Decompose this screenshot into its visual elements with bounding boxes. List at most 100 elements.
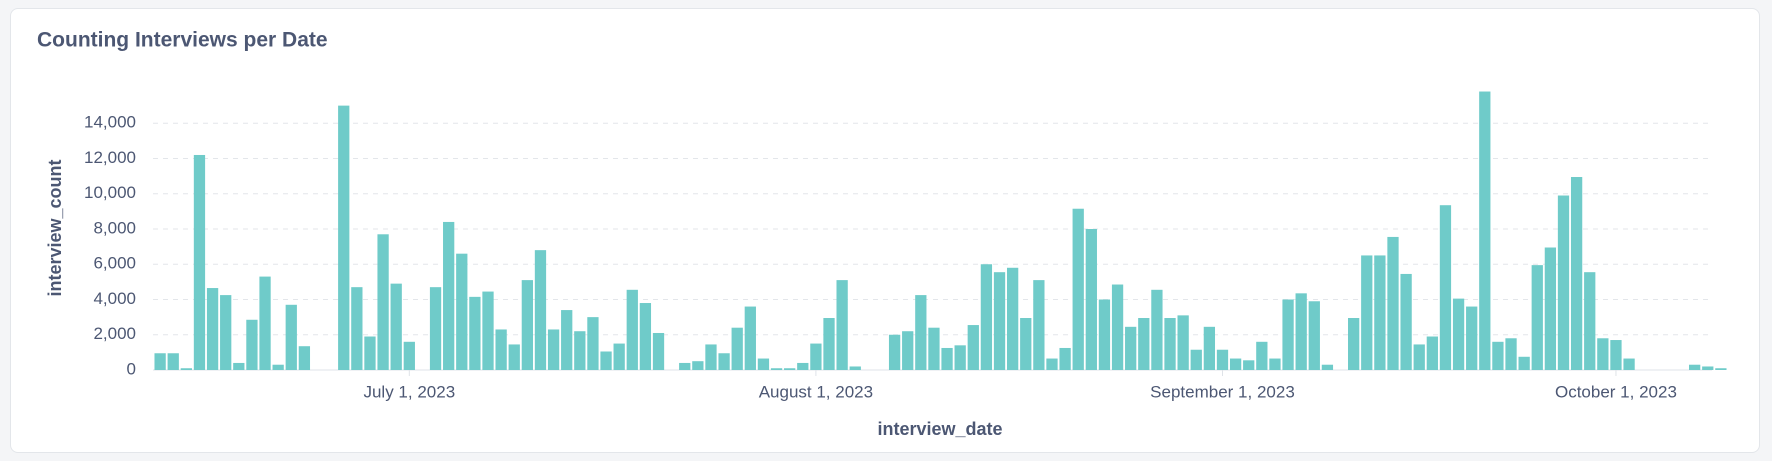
bar [482,291,494,370]
bar [206,288,219,370]
bar [233,362,245,370]
bar [1452,298,1465,370]
bar [1426,336,1438,370]
bar [508,344,520,370]
bar [1348,318,1360,370]
bar [1400,273,1412,370]
bar [1518,356,1530,370]
bar [613,343,625,370]
bar [1387,236,1399,370]
bar [1361,255,1373,370]
bar [1098,299,1111,370]
bar [1282,299,1294,370]
bar [298,346,311,370]
bar [1085,229,1097,370]
bar [980,264,993,370]
bar [954,345,966,370]
bar [285,304,297,370]
bar [600,351,612,370]
bar [1439,205,1452,370]
y-axis-title: interview_count [45,159,65,296]
bar [836,280,848,370]
y-tick-label: 8,000 [93,218,136,237]
bar [1492,341,1504,370]
bar [1321,364,1334,370]
y-tick-label: 2,000 [93,324,136,343]
bar [403,341,415,370]
bar [154,353,166,370]
bar [1295,293,1307,370]
bar [626,289,638,370]
bar [1479,91,1491,371]
bar [770,368,783,370]
bar [1308,301,1320,370]
bar [1256,341,1268,370]
bar [1072,208,1084,370]
bar [1216,349,1229,370]
bar [377,234,389,370]
y-tick-label: 6,000 [93,254,136,273]
bar [1033,280,1045,370]
bar [338,105,350,370]
bar [587,317,599,370]
bar [784,368,796,370]
bar [259,276,271,370]
bar [1584,272,1596,370]
bar [180,368,192,370]
bar [1269,358,1281,370]
bar [1505,338,1517,370]
bar [1125,326,1137,370]
bar [1006,267,1019,370]
bar [1243,360,1255,370]
bar [993,272,1006,370]
bar [1702,366,1714,370]
bar [1689,364,1701,370]
bar [521,280,533,370]
bar [469,296,481,370]
bar [1374,255,1386,370]
bar [1138,318,1150,370]
bar [1111,284,1124,370]
bar [364,336,376,370]
bar [692,361,704,370]
bar [1177,315,1189,370]
bar [652,332,665,370]
bar [1151,289,1163,370]
bar [1623,358,1635,370]
bar [1597,338,1609,370]
x-tick-label: September 1, 2023 [1150,382,1295,401]
bar [1190,349,1202,370]
bar [1059,347,1071,370]
chart-title: Counting Interviews per Date [37,29,328,52]
bar [1557,195,1570,370]
bar [679,362,691,370]
bar [810,343,822,370]
y-tick-label: 4,000 [93,289,136,308]
bar [928,327,940,370]
bar [639,303,652,370]
bar [757,358,770,370]
bar [1164,318,1176,370]
bar [1466,306,1478,370]
bar [731,327,743,370]
x-tick-label: August 1, 2023 [759,382,873,401]
bar [351,287,363,370]
bar [1610,340,1622,370]
bar [915,295,927,370]
bar [744,306,756,370]
bar [1544,247,1557,370]
bar [495,329,507,370]
x-axis-title: interview_date [877,419,1002,439]
bar [797,362,809,370]
x-tick-label: October 1, 2023 [1555,382,1677,401]
bar [561,310,573,370]
y-tick-label: 14,000 [84,113,136,132]
card [10,8,1760,453]
bar [429,287,442,370]
bar [1229,358,1242,370]
bar [718,353,730,370]
bar [547,329,560,370]
bar [823,318,835,370]
